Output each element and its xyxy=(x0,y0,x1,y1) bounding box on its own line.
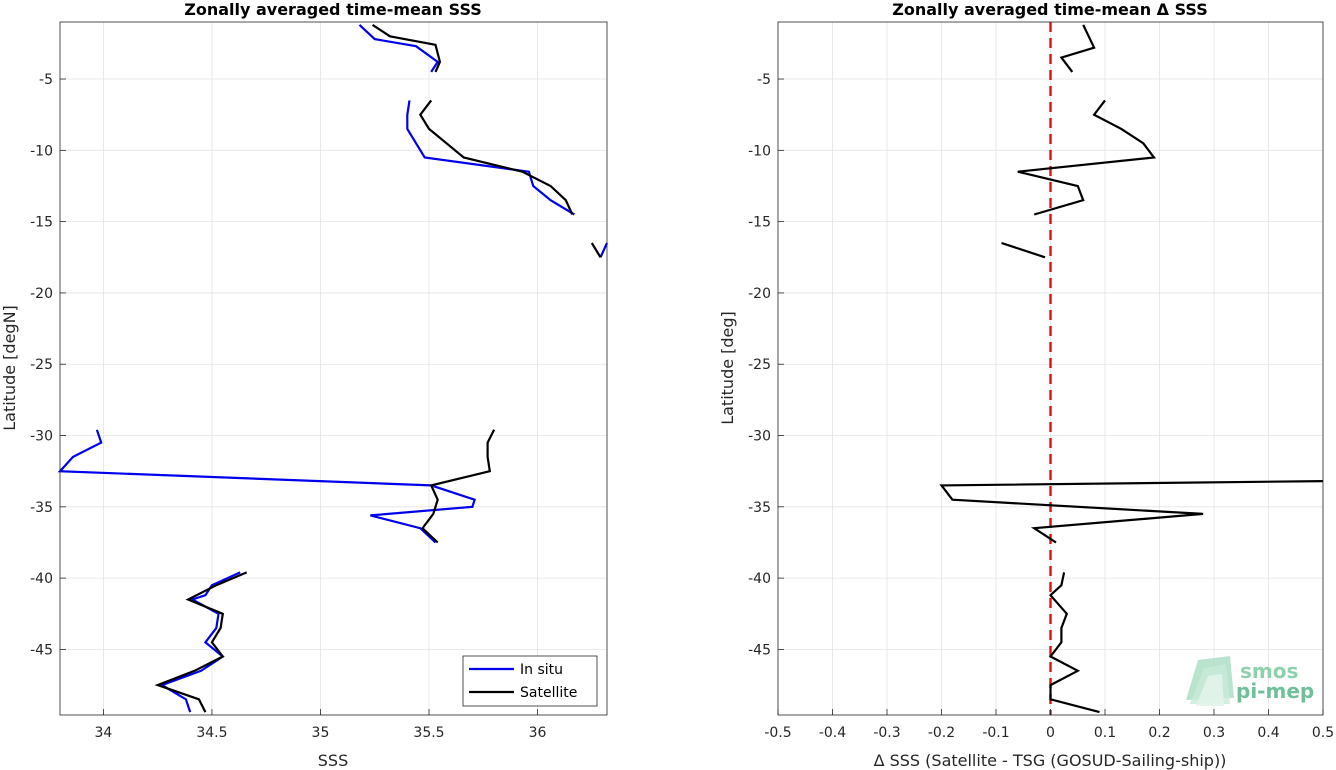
legend-label-satellite: Satellite xyxy=(520,685,577,701)
left-tick-labels: 34 34.5 35 35.5 36 -45 -40 -35 -30 -25 -20 -15 -10 -5 xyxy=(30,72,546,741)
right-y-tick-label: -25 xyxy=(748,357,771,373)
left-series-in-situ-line xyxy=(599,242,609,258)
left-y-tick-label: -25 xyxy=(30,357,53,373)
left-y-tick-label: -20 xyxy=(30,286,53,302)
left-series-in-situ-line xyxy=(406,100,575,216)
right-x-tick-label: -0.2 xyxy=(928,725,955,741)
right-y-axis-label: Latitude [deg] xyxy=(718,311,737,425)
left-series-satellite-line xyxy=(371,23,442,73)
right-x-tick-label: 0.4 xyxy=(1257,725,1279,741)
right-tick-labels: -0.5 -0.4 -0.3 -0.2 -0.1 0 0.1 0.2 0.3 0.4 0.5 -45 -… xyxy=(748,72,1334,741)
right-series-series-0-line xyxy=(1059,24,1096,73)
right-y-tick-label: -40 xyxy=(748,571,771,587)
right-y-tick-label: -10 xyxy=(748,143,771,159)
logo-wave-icon xyxy=(1186,656,1234,706)
left-series-satellite-line xyxy=(418,99,574,215)
legend-box xyxy=(462,655,598,707)
left-y-tick-label: -30 xyxy=(30,429,53,445)
left-series-in-situ-line xyxy=(358,24,440,73)
left-grid xyxy=(60,22,607,715)
left-x-tick-label: 35 xyxy=(312,725,330,741)
right-y-tick-label: -45 xyxy=(748,642,771,658)
right-x-tick-label: -0.5 xyxy=(764,725,791,741)
right-series-series-0-line xyxy=(939,480,1324,544)
right-y-tick-label: -20 xyxy=(748,286,771,302)
left-series-in-situ-line xyxy=(57,429,476,544)
left-chart-panel: 34 34.5 35 35.5 36 -45 -40 -35 -30 -25 -20 -15 -10 -5… xyxy=(0,0,609,770)
right-series-series-0-line xyxy=(1017,99,1157,216)
logo-line-2: pi-mep xyxy=(1236,679,1314,703)
right-x-tick-label: 0.3 xyxy=(1203,725,1225,741)
right-x-tick-label: 0.1 xyxy=(1094,725,1116,741)
left-series-satellite-line xyxy=(421,429,496,544)
right-y-tick-label: -5 xyxy=(757,72,771,88)
left-x-tick-label: 34.5 xyxy=(196,725,227,741)
left-series-satellite-line xyxy=(154,571,248,713)
left-plot-area xyxy=(60,22,607,715)
right-x-tick-label: 0.5 xyxy=(1312,725,1334,741)
right-series-lines xyxy=(939,24,1324,714)
right-x-tick-label: -0.1 xyxy=(982,725,1009,741)
right-y-tick-label: -15 xyxy=(748,215,771,231)
legend: In situ Satellite xyxy=(462,655,598,707)
left-x-axis-label: SSS xyxy=(318,751,348,770)
left-y-tick-label: -35 xyxy=(30,500,53,516)
right-y-tick-label: -30 xyxy=(748,429,771,445)
left-y-axis-label: Latitude [degN] xyxy=(0,305,19,431)
right-x-tick-label: -0.4 xyxy=(819,725,846,741)
legend-label-in-situ: In situ xyxy=(520,662,563,678)
logo-line-1: smos xyxy=(1240,659,1298,683)
right-chart-panel: -0.5 -0.4 -0.3 -0.2 -0.1 0 0.1 0.2 0.3 0.4 0.5 -45 -… xyxy=(718,0,1334,770)
right-series-series-0-line xyxy=(1001,241,1046,259)
left-x-tick-label: 34 xyxy=(94,725,112,741)
left-y-tick-label: -5 xyxy=(39,72,53,88)
left-y-tick-label: -15 xyxy=(30,215,53,231)
left-chart-title: Zonally averaged time-mean SSS xyxy=(184,0,482,19)
right-chart-title: Zonally averaged time-mean Δ SSS xyxy=(892,0,1208,19)
right-x-tick-label: -0.3 xyxy=(873,725,900,741)
right-series-series-0-line xyxy=(1048,572,1100,714)
left-axes-box xyxy=(59,21,608,716)
left-y-tick-label: -10 xyxy=(30,143,53,159)
left-x-tick-label: 35.5 xyxy=(413,725,444,741)
right-x-axis-label: Δ SSS (Satellite - TSG (GOSUD-Sailing-sh… xyxy=(874,751,1227,770)
left-y-tick-label: -40 xyxy=(30,571,53,587)
right-y-tick-label: -35 xyxy=(748,500,771,516)
left-y-tick-label: -45 xyxy=(30,642,53,658)
left-series-lines xyxy=(57,23,609,713)
left-x-tick-label: 36 xyxy=(529,725,547,741)
right-x-tick-label: 0.2 xyxy=(1148,725,1170,741)
left-series-satellite-line xyxy=(590,242,602,258)
right-x-tick-label: 0 xyxy=(1046,725,1055,741)
smos-pi-mep-logo: smos pi-mep xyxy=(1186,656,1314,706)
